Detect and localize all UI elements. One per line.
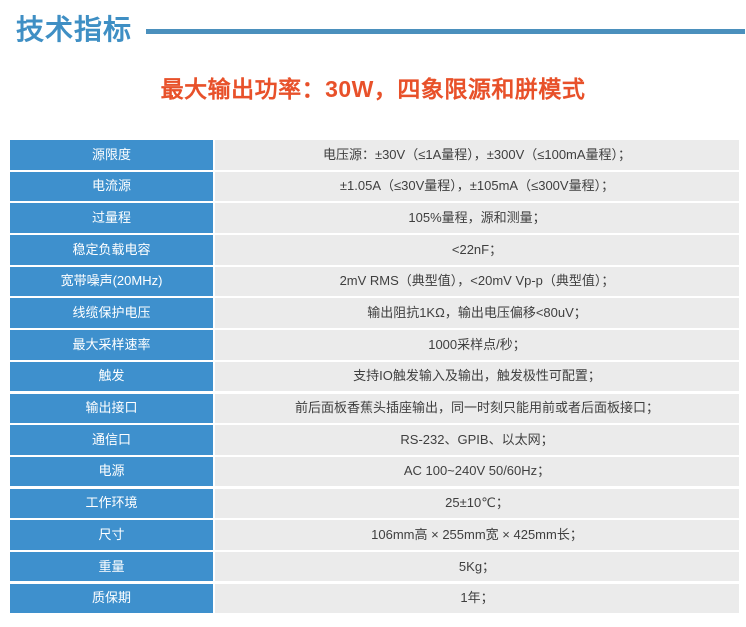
column-gap xyxy=(213,425,215,455)
spec-label-cell: 电源 xyxy=(10,456,213,487)
spec-value-cell: 105%量程，源和测量； xyxy=(215,203,739,233)
page-title: 技术指标 xyxy=(16,14,133,45)
title-divider-rule xyxy=(146,29,745,34)
spec-table: 源限度 电压源：±30V（≤1A量程），±300V（≤100mA量程）； 电流源 ±1… xyxy=(10,140,739,615)
column-gap xyxy=(213,583,215,614)
table-row: 源限度 电压源：±30V（≤1A量程），±300V（≤100mA量程）； xyxy=(10,140,739,170)
column-gap xyxy=(213,551,215,582)
table-row: 尺寸 106mm高 × 255mm宽 × 425mm长； xyxy=(10,520,739,550)
spec-label-cell: 工作环境 xyxy=(10,488,213,519)
spec-label-cell: 尺寸 xyxy=(10,520,213,550)
spec-value-cell: 电压源：±30V（≤1A量程），±300V（≤100mA量程）； xyxy=(215,140,739,170)
spec-value-cell: 输出阻抗1KΩ，输出电压偏移<80uV； xyxy=(215,298,739,328)
table-row: 宽带噪声(20MHz) 2mV RMS（典型值），<20mV Vp-p（典型值）； xyxy=(10,266,739,297)
column-gap xyxy=(213,266,215,297)
spec-label-cell: 重量 xyxy=(10,551,213,582)
spec-label-cell: 最大采样速率 xyxy=(10,330,213,360)
table-row: 稳定负载电容 <22nF； xyxy=(10,235,739,265)
spec-label-cell: 宽带噪声(20MHz) xyxy=(10,266,213,297)
spec-label-cell: 稳定负载电容 xyxy=(10,235,213,265)
column-gap xyxy=(213,171,215,202)
column-gap xyxy=(213,140,215,170)
spec-value-cell: 前后面板香蕉头插座输出，同一时刻只能用前或者后面板接口； xyxy=(215,393,739,423)
column-gap xyxy=(213,520,215,550)
table-row: 通信口 RS-232、GPIB、以太网； xyxy=(10,425,739,455)
spec-value-cell: ±1.05A（≤30V量程），±105mA（≤300V量程）； xyxy=(215,171,739,202)
spec-label-cell: 输出接口 xyxy=(10,393,213,423)
column-gap xyxy=(213,393,215,423)
spec-label-cell: 过量程 xyxy=(10,203,213,233)
spec-label-cell: 质保期 xyxy=(10,583,213,614)
column-gap xyxy=(213,298,215,328)
spec-value-cell: RS-232、GPIB、以太网； xyxy=(215,425,739,455)
table-row: 重量 5Kg； xyxy=(10,551,739,582)
spec-value-cell: 106mm高 × 255mm宽 × 425mm长； xyxy=(215,520,739,550)
column-gap xyxy=(213,330,215,360)
column-gap xyxy=(213,203,215,233)
table-row: 触发 支持IO触发输入及输出，触发极性可配置； xyxy=(10,361,739,392)
spec-value-cell: 5Kg； xyxy=(215,551,739,582)
spec-value-cell: 1000采样点/秒； xyxy=(215,330,739,360)
spec-value-cell: 支持IO触发输入及输出，触发极性可配置； xyxy=(215,361,739,392)
table-row: 最大采样速率 1000采样点/秒； xyxy=(10,330,739,360)
spec-label-cell: 电流源 xyxy=(10,171,213,202)
table-row: 输出接口 前后面板香蕉头插座输出，同一时刻只能用前或者后面板接口； xyxy=(10,393,739,423)
spec-label-cell: 通信口 xyxy=(10,425,213,455)
spec-label-cell: 源限度 xyxy=(10,140,213,170)
spec-label-cell: 触发 xyxy=(10,361,213,392)
column-gap xyxy=(213,488,215,519)
spec-value-cell: 25±10℃； xyxy=(215,488,739,519)
column-gap xyxy=(213,235,215,265)
spec-label-cell: 线缆保护电压 xyxy=(10,298,213,328)
spec-value-cell: AC 100~240V 50/60Hz； xyxy=(215,456,739,487)
table-row: 电流源 ±1.05A（≤30V量程），±105mA（≤300V量程）； xyxy=(10,171,739,202)
subtitle-heading: 最大输出功率：30W，四象限源和胼模式 xyxy=(160,76,586,102)
spec-value-cell: 1年； xyxy=(215,583,739,614)
column-gap xyxy=(213,456,215,487)
spec-value-cell: 2mV RMS（典型值），<20mV Vp-p（典型值）； xyxy=(215,266,739,297)
table-row: 过量程 105%量程，源和测量； xyxy=(10,203,739,233)
spec-value-cell: <22nF； xyxy=(215,235,739,265)
table-row: 电源 AC 100~240V 50/60Hz； xyxy=(10,456,739,487)
table-row: 工作环境 25±10℃； xyxy=(10,488,739,519)
section-header: 技术指标 xyxy=(0,0,746,60)
table-row: 质保期 1年； xyxy=(10,583,739,614)
column-gap xyxy=(213,361,215,392)
table-row: 线缆保护电压 输出阻抗1KΩ，输出电压偏移<80uV； xyxy=(10,298,739,328)
